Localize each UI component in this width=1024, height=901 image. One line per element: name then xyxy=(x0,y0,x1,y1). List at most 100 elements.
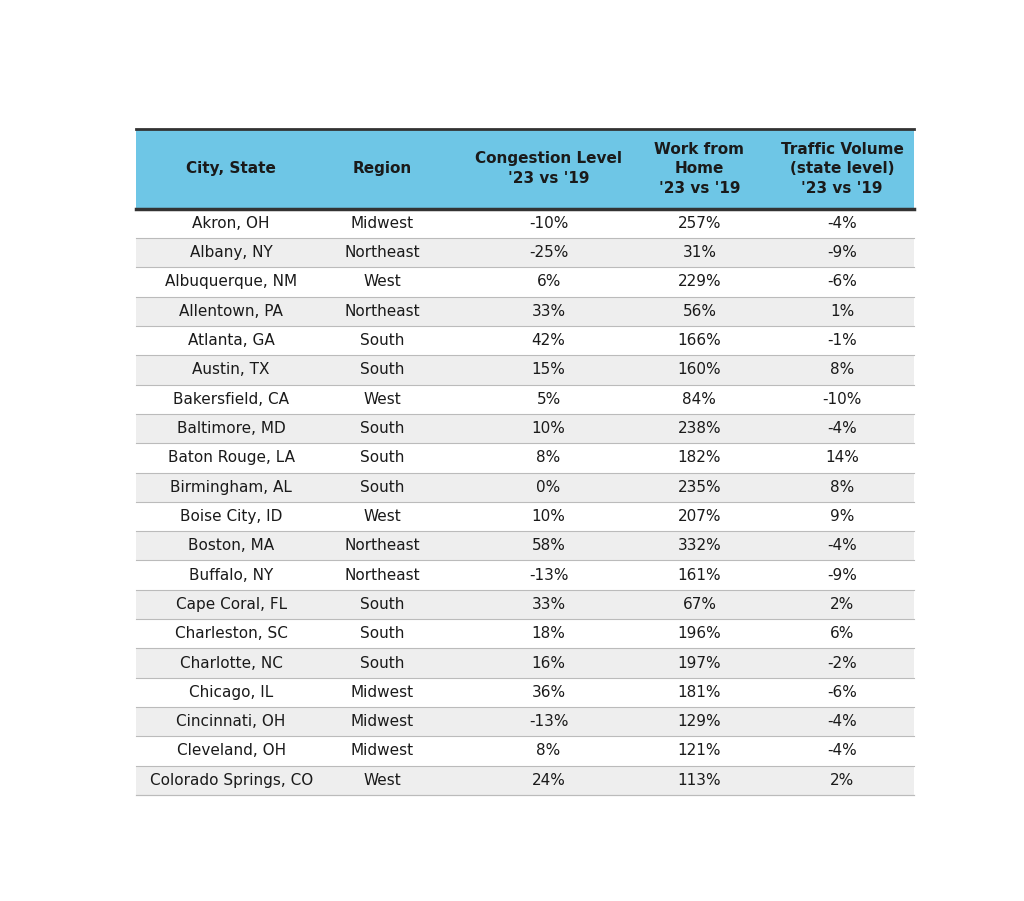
Text: 6%: 6% xyxy=(830,626,854,642)
Text: Midwest: Midwest xyxy=(350,216,414,231)
Text: South: South xyxy=(359,479,404,495)
Text: Work from
Home
'23 vs '19: Work from Home '23 vs '19 xyxy=(654,141,744,196)
Text: South: South xyxy=(359,597,404,612)
Text: 10%: 10% xyxy=(531,509,565,524)
Bar xyxy=(136,414,913,443)
Bar xyxy=(136,736,913,766)
Text: 56%: 56% xyxy=(682,304,717,319)
Text: 8%: 8% xyxy=(830,362,854,378)
Text: 36%: 36% xyxy=(531,685,565,700)
Bar xyxy=(136,268,913,296)
Text: 166%: 166% xyxy=(678,333,721,348)
Text: City, State: City, State xyxy=(186,161,276,177)
Text: Region: Region xyxy=(352,161,412,177)
Text: 161%: 161% xyxy=(678,568,721,583)
Text: 9%: 9% xyxy=(830,509,854,524)
Text: Congestion Level
'23 vs '19: Congestion Level '23 vs '19 xyxy=(475,151,623,187)
Text: -10%: -10% xyxy=(822,392,862,406)
Text: 160%: 160% xyxy=(678,362,721,378)
Text: South: South xyxy=(359,450,404,466)
Text: 181%: 181% xyxy=(678,685,721,700)
Text: 24%: 24% xyxy=(531,773,565,787)
Text: -1%: -1% xyxy=(827,333,857,348)
Text: 8%: 8% xyxy=(830,479,854,495)
Bar xyxy=(136,678,913,707)
Bar xyxy=(136,326,913,355)
Text: Albuquerque, NM: Albuquerque, NM xyxy=(165,275,297,289)
Text: Midwest: Midwest xyxy=(350,743,414,759)
Bar xyxy=(136,443,913,472)
Text: 18%: 18% xyxy=(531,626,565,642)
Text: 2%: 2% xyxy=(830,773,854,787)
Text: 1%: 1% xyxy=(830,304,854,319)
Text: Chicago, IL: Chicago, IL xyxy=(189,685,273,700)
Text: 33%: 33% xyxy=(531,597,565,612)
Bar xyxy=(136,472,913,502)
Text: -13%: -13% xyxy=(528,568,568,583)
Text: -9%: -9% xyxy=(827,568,857,583)
Text: Cleveland, OH: Cleveland, OH xyxy=(176,743,286,759)
Text: Northeast: Northeast xyxy=(344,568,420,583)
Bar xyxy=(136,355,913,385)
Bar xyxy=(136,129,913,209)
Text: Bakersfield, CA: Bakersfield, CA xyxy=(173,392,289,406)
Text: 8%: 8% xyxy=(537,743,561,759)
Text: Charlotte, NC: Charlotte, NC xyxy=(180,656,283,670)
Text: -4%: -4% xyxy=(827,216,857,231)
Text: 332%: 332% xyxy=(678,538,721,553)
Bar xyxy=(136,238,913,268)
Text: 84%: 84% xyxy=(682,392,717,406)
Text: 5%: 5% xyxy=(537,392,561,406)
Text: -13%: -13% xyxy=(528,714,568,729)
Text: South: South xyxy=(359,421,404,436)
Text: West: West xyxy=(364,275,400,289)
Text: Cape Coral, FL: Cape Coral, FL xyxy=(175,597,287,612)
Text: -25%: -25% xyxy=(529,245,568,260)
Text: 182%: 182% xyxy=(678,450,721,466)
Text: 235%: 235% xyxy=(678,479,721,495)
Text: West: West xyxy=(364,773,400,787)
Text: 14%: 14% xyxy=(825,450,859,466)
Bar xyxy=(136,649,913,678)
Text: Akron, OH: Akron, OH xyxy=(193,216,270,231)
Text: -9%: -9% xyxy=(827,245,857,260)
Text: Baltimore, MD: Baltimore, MD xyxy=(177,421,286,436)
Text: 229%: 229% xyxy=(678,275,721,289)
Text: Albany, NY: Albany, NY xyxy=(189,245,272,260)
Text: 16%: 16% xyxy=(531,656,565,670)
Text: -6%: -6% xyxy=(827,275,857,289)
Text: Buffalo, NY: Buffalo, NY xyxy=(189,568,273,583)
Text: Traffic Volume
(state level)
'23 vs '19: Traffic Volume (state level) '23 vs '19 xyxy=(781,141,903,196)
Bar xyxy=(136,532,913,560)
Text: South: South xyxy=(359,656,404,670)
Text: -4%: -4% xyxy=(827,421,857,436)
Bar xyxy=(136,707,913,736)
Text: Cincinnati, OH: Cincinnati, OH xyxy=(176,714,286,729)
Text: Boston, MA: Boston, MA xyxy=(188,538,274,553)
Text: South: South xyxy=(359,362,404,378)
Text: Austin, TX: Austin, TX xyxy=(193,362,270,378)
Text: Allentown, PA: Allentown, PA xyxy=(179,304,283,319)
Text: West: West xyxy=(364,392,400,406)
Bar xyxy=(136,590,913,619)
Text: 121%: 121% xyxy=(678,743,721,759)
Text: Midwest: Midwest xyxy=(350,685,414,700)
Bar xyxy=(136,502,913,532)
Text: Baton Rouge, LA: Baton Rouge, LA xyxy=(168,450,295,466)
Text: South: South xyxy=(359,333,404,348)
Text: 58%: 58% xyxy=(531,538,565,553)
Text: 0%: 0% xyxy=(537,479,561,495)
Text: 238%: 238% xyxy=(678,421,721,436)
Text: -2%: -2% xyxy=(827,656,857,670)
Text: South: South xyxy=(359,626,404,642)
Text: 33%: 33% xyxy=(531,304,565,319)
Text: Charleston, SC: Charleston, SC xyxy=(175,626,288,642)
Bar xyxy=(136,385,913,414)
Text: -4%: -4% xyxy=(827,743,857,759)
Text: Northeast: Northeast xyxy=(344,245,420,260)
Text: Atlanta, GA: Atlanta, GA xyxy=(187,333,274,348)
Text: Northeast: Northeast xyxy=(344,304,420,319)
Text: 196%: 196% xyxy=(678,626,721,642)
Bar xyxy=(136,209,913,238)
Text: 257%: 257% xyxy=(678,216,721,231)
